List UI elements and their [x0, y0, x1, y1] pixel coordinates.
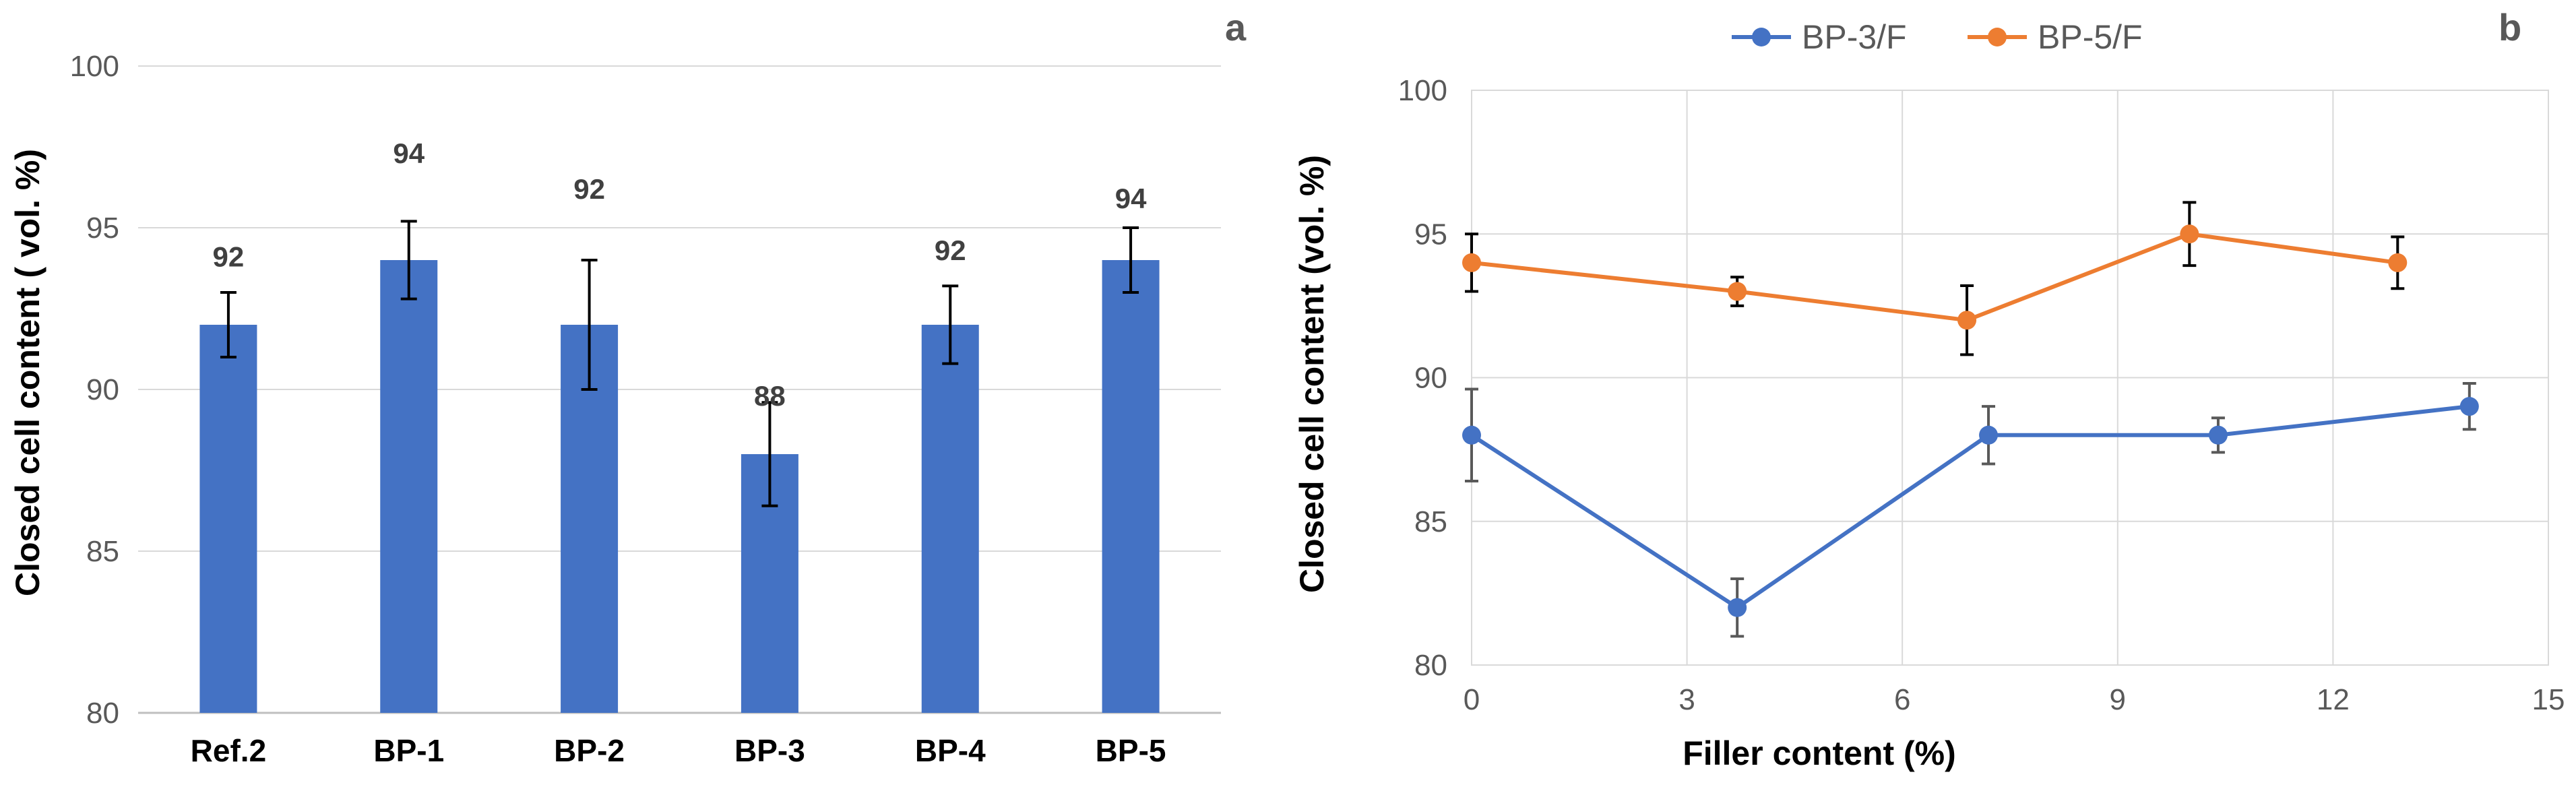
y-tick-label: 80 — [86, 697, 119, 730]
bar — [380, 260, 438, 713]
data-point — [1957, 311, 1977, 330]
y-tick-label: 100 — [1398, 74, 1447, 107]
axis-ticks-b: 80 85 90 95 100 0 3 6 9 12 15 — [1398, 74, 2565, 716]
category-label: BP-2 — [554, 733, 625, 768]
data-point — [2388, 253, 2408, 272]
data-point — [1462, 425, 1481, 445]
bars-a — [199, 220, 1160, 713]
panel-label-b: b — [2499, 6, 2521, 49]
plot-border — [1471, 90, 2549, 666]
category-label: BP-4 — [915, 733, 986, 768]
series-b — [1462, 201, 2479, 638]
x-tick-label: 9 — [2110, 683, 2126, 716]
legend-marker — [1988, 28, 2007, 46]
data-label: 88 — [754, 380, 786, 412]
y-tick-label: 80 — [1414, 649, 1447, 682]
data-label: 94 — [1115, 183, 1147, 214]
data-label: 92 — [573, 173, 605, 205]
category-label: BP-5 — [1096, 733, 1166, 768]
y-tick-label: 95 — [1414, 218, 1447, 251]
y-tick-label: 85 — [1414, 505, 1447, 538]
legend-label: BP-5/F — [2038, 18, 2143, 56]
y-axis-title-b: Closed cell content (vol. %) — [1293, 155, 1331, 593]
gridlines-b — [1471, 90, 2549, 666]
x-tick-label: 3 — [1678, 683, 1695, 716]
gridlines-a — [138, 65, 1221, 714]
y-axis-title-a: Closed cell content ( vol. %) — [9, 149, 46, 596]
category-label: BP-3 — [734, 733, 805, 768]
category-label: Ref.2 — [191, 733, 266, 768]
x-tick-label: 12 — [2317, 683, 2350, 716]
bar — [199, 325, 257, 713]
y-tick-label: 95 — [86, 212, 119, 245]
data-label: 94 — [393, 137, 425, 169]
y-tick-label: 90 — [86, 373, 119, 406]
data-point — [2459, 397, 2479, 416]
y-ticks-a: 80 85 90 95 100 — [70, 50, 119, 730]
line-chart-b: b Closed cell content (vol. %) Filler co… — [1293, 6, 2565, 772]
data-point — [1728, 598, 1747, 617]
x-axis-title-b: Filler content (%) — [1683, 734, 1956, 772]
data-point — [1462, 253, 1481, 272]
y-tick-label: 100 — [70, 50, 119, 83]
bar — [1102, 260, 1160, 713]
legend-marker — [1752, 28, 1771, 46]
data-point — [1728, 282, 1747, 301]
y-tick-label: 85 — [86, 535, 119, 568]
legend-label: BP-3/F — [1802, 18, 1907, 56]
data-point — [2180, 224, 2199, 244]
series-line — [1471, 232, 2398, 323]
y-tick-label: 90 — [1414, 362, 1447, 395]
x-tick-label: 0 — [1464, 683, 1480, 716]
legend-b: BP-3/F BP-5/F — [1732, 18, 2143, 56]
category-label: BP-1 — [373, 733, 444, 768]
bar — [921, 325, 979, 713]
panel-label-a: a — [1225, 6, 1247, 49]
x-tick-label: 6 — [1894, 683, 1910, 716]
x-tick-label: 15 — [2532, 683, 2565, 716]
data-label: 92 — [213, 241, 245, 273]
data-point — [1979, 425, 1999, 445]
data-point — [2208, 425, 2228, 445]
bar-chart-a: a Closed cell content ( vol. %) 80 85 90 95… — [9, 6, 1247, 768]
data-labels-a: 92 94 92 88 92 94 — [213, 137, 1148, 412]
category-labels-a: Ref.2 BP-1 BP-2 BP-3 BP-4 BP-5 — [191, 733, 1166, 768]
series-line — [1470, 404, 2470, 610]
data-label: 92 — [935, 234, 966, 266]
